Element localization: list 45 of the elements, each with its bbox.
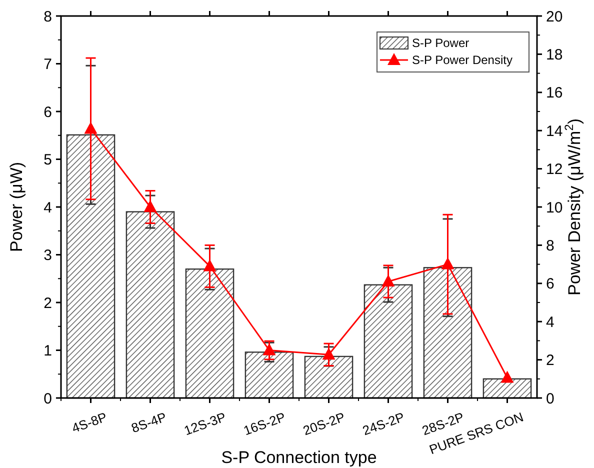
bar (364, 284, 413, 399)
y-tick-label: 2 (44, 294, 52, 312)
y-tick-label: 7 (44, 56, 52, 73)
x-tick-label: 20S-2P (301, 409, 347, 438)
bar (66, 134, 116, 399)
bar (126, 211, 175, 399)
y2-tick-label: 0 (546, 390, 554, 408)
y-tick-label: 3 (44, 247, 52, 264)
y-tick-label: 6 (44, 104, 52, 121)
y-tick-label: 8 (44, 8, 52, 26)
x-tick-label: 8S-4P (129, 409, 168, 436)
point (382, 274, 395, 286)
y2-tick-label: 12 (546, 161, 563, 178)
point (441, 257, 454, 270)
y2-tick-label: 6 (546, 276, 554, 293)
point (322, 348, 336, 360)
y2-tick-label: 16 (546, 84, 563, 102)
x-tick-label: 12S-3P (182, 409, 228, 438)
y2-tick-label: 20 (546, 8, 563, 26)
point (84, 122, 98, 134)
bar (304, 356, 354, 399)
x-tick-label: 4S-8P (70, 409, 109, 436)
x-tick-label: 24S-2P (360, 409, 406, 438)
bar (244, 352, 294, 399)
y-tick-label: 1 (44, 342, 52, 360)
point (500, 370, 514, 383)
legend-label: S-P Power (412, 36, 470, 50)
y2-tick-label: 8 (546, 237, 554, 254)
bar (185, 268, 234, 399)
y2-tick-label: 4 (546, 314, 554, 331)
point (262, 343, 276, 356)
y2-tick-label: 18 (546, 46, 563, 64)
y-tick-label: 0 (44, 390, 52, 408)
point (203, 259, 216, 272)
bar (423, 267, 472, 399)
y2-tick-label: 14 (546, 122, 563, 140)
x-axis-title: S-P Connection type (221, 448, 377, 467)
y2-tick-label: 2 (546, 352, 554, 370)
y2-tick-label: 10 (546, 199, 563, 216)
y-axis-title: Power (μW) (7, 162, 26, 252)
y-tick-label: 5 (44, 152, 52, 168)
y-tick-label: 4 (44, 199, 52, 216)
legend-label: S-P Power Density (412, 53, 512, 68)
x-tick-label: 16S-2P (242, 409, 288, 438)
point (144, 200, 157, 212)
